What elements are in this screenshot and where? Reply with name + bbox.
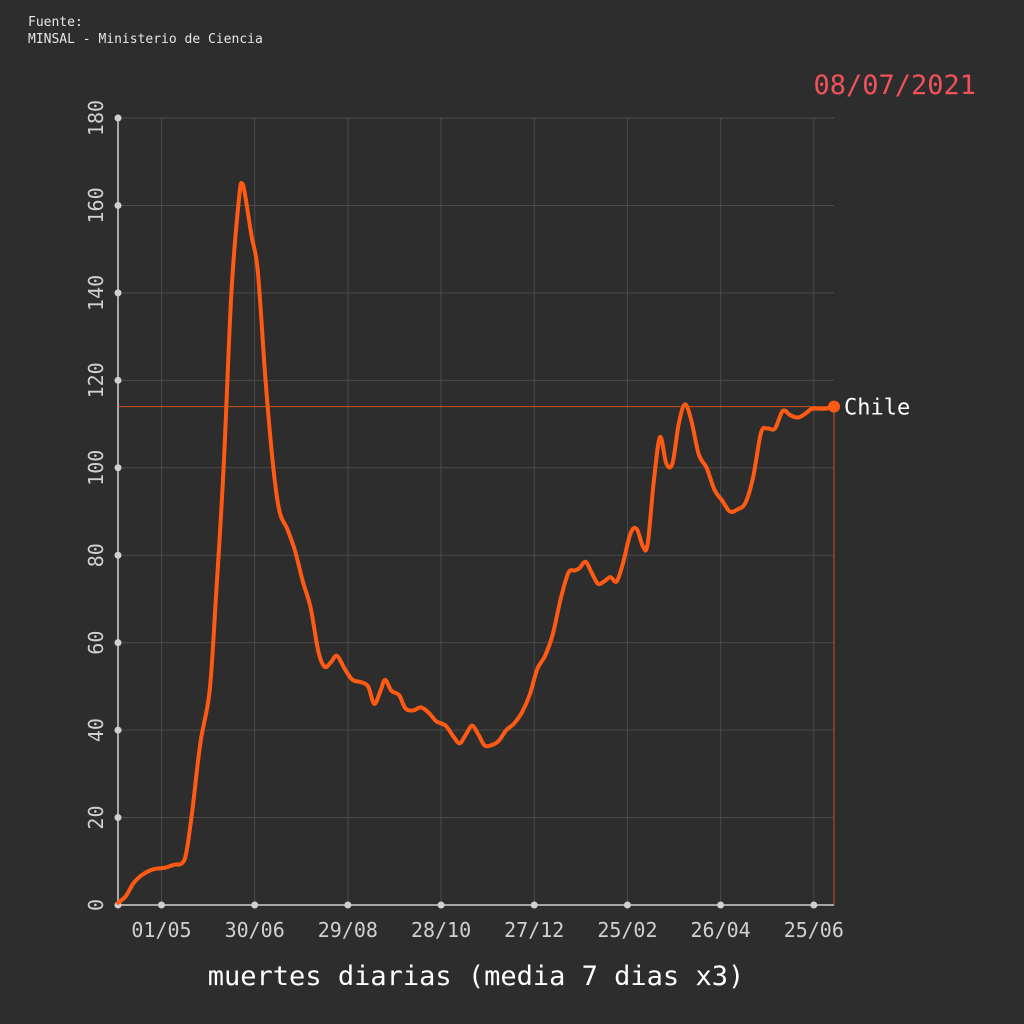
x-tick-label: 26/04 [691, 918, 751, 942]
y-tick-dot [114, 376, 122, 384]
x-axis-ticks: 01/05 30/06 29/08 28/10 27/12 25/02 26/04 25/06 [131, 901, 844, 942]
x-tick-dot [437, 901, 445, 909]
grid-lines [118, 117, 834, 906]
x-tick-label: 25/02 [597, 918, 657, 942]
y-tick-label: 180 [84, 100, 108, 136]
x-tick-dot [623, 901, 631, 909]
x-tick-dot [157, 901, 165, 909]
y-tick-label: 20 [84, 806, 108, 830]
series-line-chile [116, 180, 836, 905]
x-tick-dot [530, 901, 538, 909]
y-tick-label: 120 [84, 362, 108, 398]
source-label: Fuente: [28, 15, 83, 30]
y-tick-label: 80 [84, 543, 108, 567]
y-tick-dot [114, 814, 122, 822]
y-tick-dot [114, 726, 122, 734]
x-tick-label: 30/06 [225, 918, 285, 942]
y-tick-label: 100 [84, 450, 108, 486]
y-tick-label: 0 [84, 899, 108, 911]
x-axis-label: muertes diarias (media 7 dias x3) [208, 961, 744, 992]
y-tick-label: 40 [84, 718, 108, 742]
x-tick-label: 25/06 [784, 918, 844, 942]
source-note: Fuente: MINSAL - Ministerio de Ciencia [28, 14, 263, 48]
y-tick-dot [114, 289, 122, 297]
source-text: MINSAL - Ministerio de Ciencia [28, 32, 263, 47]
x-tick-dot [344, 901, 352, 909]
x-tick-dot [251, 901, 259, 909]
x-tick-dot [717, 901, 725, 909]
x-tick-label: 28/10 [411, 918, 471, 942]
y-tick-label: 60 [84, 631, 108, 655]
y-axis-ticks: 0 20 40 60 80 100 120 140 160 180 [84, 100, 122, 911]
series-label: Chile [844, 396, 910, 421]
y-tick-dot [114, 201, 122, 209]
axes [117, 118, 834, 906]
x-tick-label: 01/05 [131, 918, 191, 942]
series-end-marker [828, 400, 840, 413]
y-tick-label: 140 [84, 275, 108, 311]
x-tick-label: 27/12 [504, 918, 564, 942]
x-tick-dot [810, 901, 818, 909]
y-tick-dot [114, 114, 122, 122]
x-tick-label: 29/08 [318, 918, 378, 942]
y-tick-dot [114, 639, 122, 647]
date-label: 08/07/2021 [813, 70, 976, 101]
y-tick-label: 160 [84, 187, 108, 223]
y-tick-dot [114, 551, 122, 559]
series-group: Chile [116, 180, 910, 905]
y-tick-dot [114, 464, 122, 472]
